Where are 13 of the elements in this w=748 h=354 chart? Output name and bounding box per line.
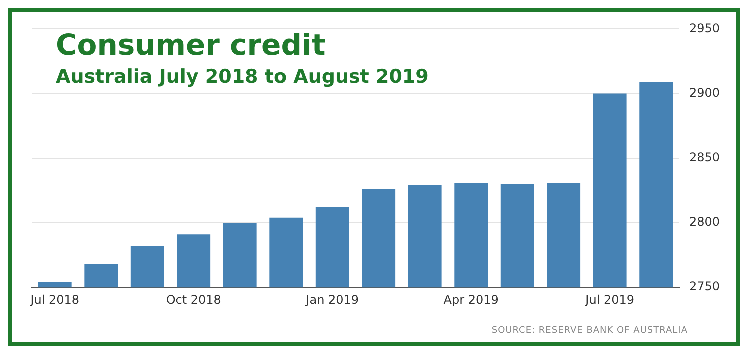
x-tick-label: Jul 2018 [30, 292, 80, 307]
x-tick-label: Oct 2018 [166, 292, 222, 307]
y-tick-label: 2950 [689, 21, 720, 36]
y-tick-label: 2850 [689, 150, 720, 165]
x-tick-label: Apr 2019 [444, 292, 499, 307]
x-tick-label: Jan 2019 [305, 292, 360, 307]
text: Australia July 2018 to August 2019 [56, 66, 429, 88]
y-tick-label: 2900 [689, 86, 720, 100]
y-tick-label: 2800 [689, 215, 720, 230]
source-note: SOURCE: RESERVE BANK OF AUSTRALIA [492, 326, 688, 336]
x-tick-label: Jul 2019 [584, 292, 635, 307]
y-tick-label: 2750 [689, 280, 720, 294]
chart-title: Consumer credit [56, 28, 327, 62]
